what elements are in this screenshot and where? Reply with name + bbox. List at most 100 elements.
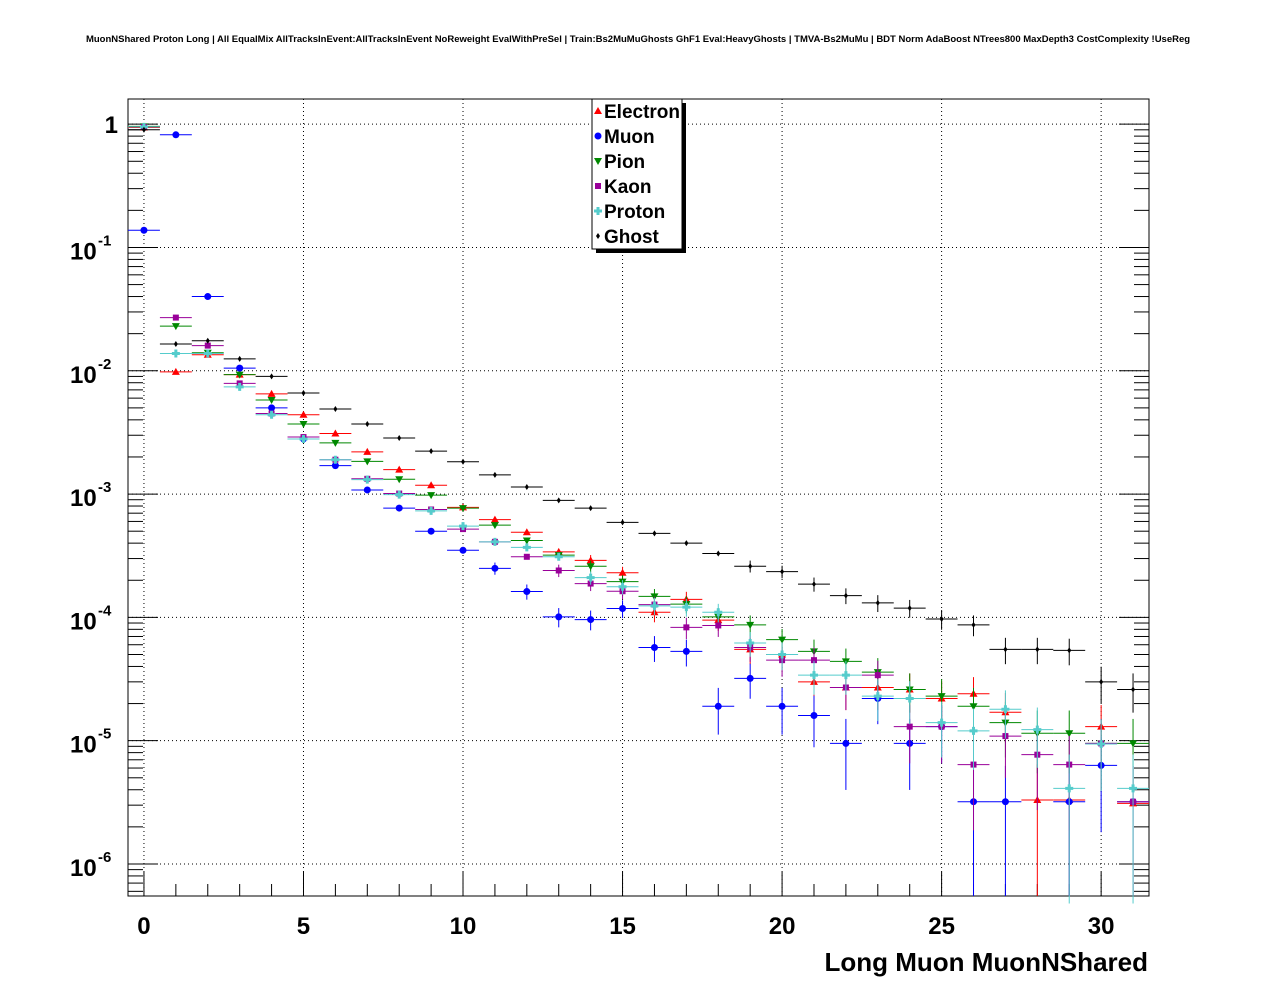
legend-marker [596, 233, 600, 239]
legend-box [591, 98, 683, 250]
data-point [1001, 798, 1009, 806]
y-tick-exponent: -1 [98, 232, 111, 249]
data-point [555, 613, 563, 621]
data-point [780, 568, 785, 575]
data-point [522, 528, 531, 536]
y-tick-base: 10 [70, 362, 97, 389]
data-point [683, 624, 690, 631]
data-point [459, 546, 467, 554]
data-point [427, 506, 436, 515]
data-point [429, 448, 434, 455]
data-point [397, 434, 402, 441]
data-point [1033, 725, 1042, 734]
data-point [1129, 740, 1138, 748]
y-tick-base: 10 [70, 485, 97, 512]
data-point [459, 505, 468, 513]
data-point [714, 702, 722, 710]
data-point [619, 605, 627, 613]
y-tick-exponent: -4 [98, 602, 112, 619]
data-point [299, 410, 308, 418]
data-point [554, 552, 563, 561]
legend-label: Ghost [604, 227, 660, 248]
data-point [746, 674, 754, 682]
legend-label: Electron [604, 102, 680, 123]
legend-item-ghost: Ghost [596, 227, 660, 248]
data-point [172, 131, 180, 139]
legend-marker [594, 207, 602, 215]
data-point [874, 672, 881, 679]
data-point [267, 396, 276, 404]
x-tick-label: 15 [609, 913, 636, 940]
data-point [969, 703, 978, 711]
data-point [650, 601, 659, 610]
data-point [875, 599, 880, 606]
data-point [906, 723, 913, 730]
data-point [172, 314, 179, 321]
data-point [331, 462, 339, 470]
data-point [1003, 646, 1008, 653]
data-point [395, 476, 404, 484]
y-tick-label: 10 -4 [70, 602, 112, 635]
data-point [1035, 646, 1040, 653]
data-point [748, 563, 753, 570]
data-point [490, 522, 499, 530]
data-point [969, 726, 978, 735]
data-point [555, 567, 562, 574]
data-point [937, 693, 946, 701]
series-ghost [128, 126, 1149, 713]
data-point [811, 581, 816, 588]
data-point [843, 592, 848, 599]
y-tick-labels: 110-110-210-310-410-510-6 [70, 112, 118, 882]
data-point [810, 712, 818, 720]
data-point [523, 553, 530, 560]
data-point [363, 458, 372, 466]
data-point [203, 349, 212, 358]
data-point [331, 455, 340, 464]
data-point [395, 490, 404, 499]
data-point [809, 671, 818, 680]
x-tick-label: 10 [450, 913, 477, 940]
data-point [492, 471, 497, 478]
data-point [841, 671, 850, 680]
data-point [587, 616, 595, 624]
data-point [618, 568, 627, 576]
data-point [1065, 730, 1074, 738]
x-tick-labels: 0 5 10 15 20 25 30 [137, 913, 1114, 940]
data-point [363, 475, 372, 484]
data-point [873, 692, 882, 701]
data-point [331, 429, 340, 437]
y-tick-label: 10 -6 [70, 849, 111, 882]
data-point [171, 323, 180, 331]
data-point [1099, 678, 1104, 685]
data-point [746, 638, 755, 647]
legend-label: Pion [604, 152, 645, 173]
legend-item-muon: Muon [594, 127, 655, 148]
x-tick-label: 25 [928, 913, 955, 940]
data-point [171, 367, 180, 375]
legend-label: Proton [604, 202, 665, 223]
data-point [173, 340, 178, 347]
legend-item-electron: Electron [594, 102, 680, 123]
data-point [618, 582, 627, 591]
y-tick-exponent: -2 [98, 356, 111, 373]
y-tick-label: 1 [105, 112, 118, 139]
data-point [267, 410, 276, 419]
data-point [331, 439, 340, 447]
data-point [1131, 686, 1136, 693]
data-point [905, 694, 914, 703]
data-point [363, 447, 372, 455]
y-tick-base: 1 [105, 112, 118, 139]
data-point [490, 515, 499, 523]
data-point [427, 527, 435, 535]
data-point [939, 616, 944, 623]
data-point [588, 505, 593, 512]
data-point [299, 434, 308, 443]
data-point [395, 465, 404, 473]
data-point [715, 622, 722, 629]
data-point [620, 519, 625, 526]
data-point [716, 550, 721, 557]
data-point [652, 530, 657, 537]
legend-item-proton: Proton [594, 202, 665, 223]
data-point [810, 657, 817, 664]
data-point [235, 371, 244, 379]
